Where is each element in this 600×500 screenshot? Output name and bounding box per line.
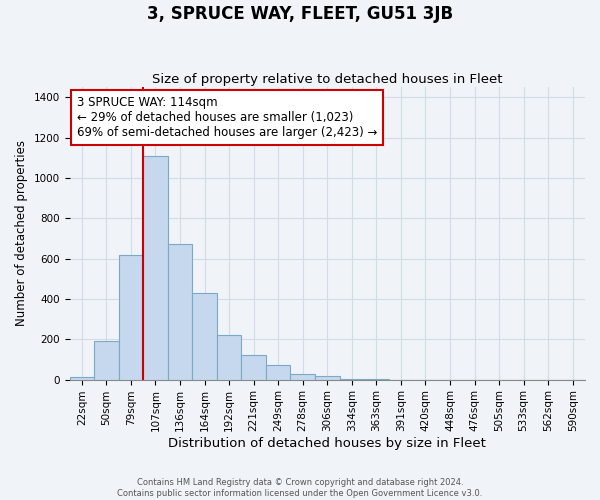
Bar — [315, 376, 340, 380]
Bar — [217, 335, 241, 380]
Bar — [241, 356, 266, 380]
Bar — [94, 342, 119, 380]
Bar — [290, 374, 315, 380]
Text: Contains HM Land Registry data © Crown copyright and database right 2024.
Contai: Contains HM Land Registry data © Crown c… — [118, 478, 482, 498]
Bar — [266, 366, 290, 380]
Text: 3 SPRUCE WAY: 114sqm
← 29% of detached houses are smaller (1,023)
69% of semi-de: 3 SPRUCE WAY: 114sqm ← 29% of detached h… — [77, 96, 377, 139]
Bar — [70, 376, 94, 380]
Bar — [192, 293, 217, 380]
Bar — [143, 156, 168, 380]
Bar — [119, 254, 143, 380]
Y-axis label: Number of detached properties: Number of detached properties — [15, 140, 28, 326]
Bar — [168, 244, 192, 380]
Text: 3, SPRUCE WAY, FLEET, GU51 3JB: 3, SPRUCE WAY, FLEET, GU51 3JB — [147, 5, 453, 23]
X-axis label: Distribution of detached houses by size in Fleet: Distribution of detached houses by size … — [169, 437, 486, 450]
Bar — [340, 378, 364, 380]
Title: Size of property relative to detached houses in Fleet: Size of property relative to detached ho… — [152, 73, 503, 86]
